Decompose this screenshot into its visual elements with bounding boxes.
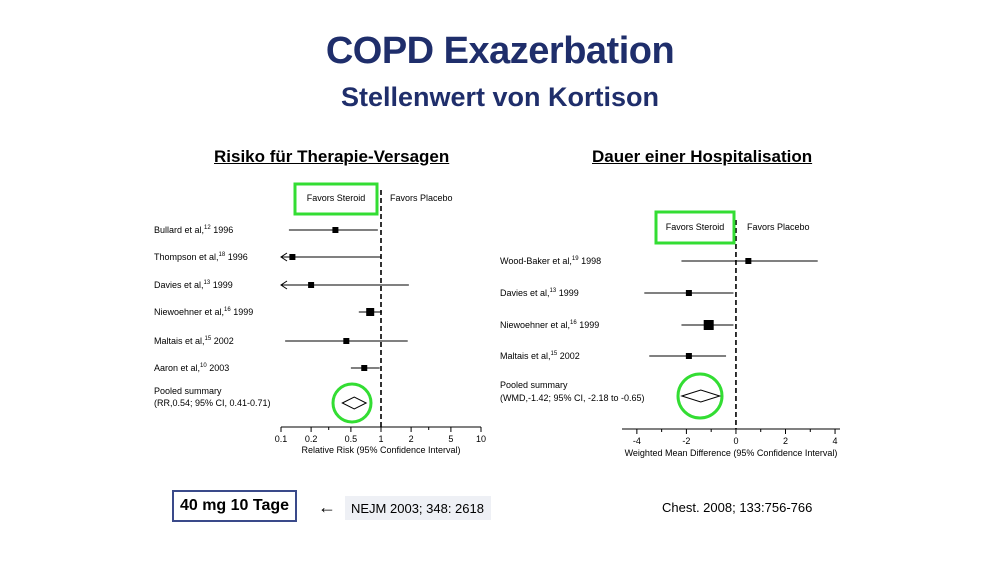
x-tick-label: 0.2 <box>305 434 318 444</box>
chest-reference: Chest. 2008; 133:756-766 <box>662 500 813 515</box>
study-label: Davies et al,13 1999 <box>154 280 233 290</box>
ci-arrow <box>280 252 288 262</box>
point-estimate <box>685 353 692 359</box>
study-year: 1999 <box>231 307 254 317</box>
study-year: 1999 <box>210 280 233 290</box>
study-ref-superscript: 15 <box>551 351 558 357</box>
study-year: 1998 <box>579 256 602 266</box>
x-axis-label: Weighted Mean Difference (95% Confidence… <box>625 448 838 458</box>
pooled-summary-detail: (RR,0.54; 95% CI, 0.41-0.71) <box>154 398 271 408</box>
study-year: 1996 <box>225 252 248 262</box>
x-tick-label: 10 <box>476 434 486 444</box>
x-tick-label: 1 <box>378 434 383 444</box>
study-ref-superscript: 19 <box>572 256 579 262</box>
x-tick-label: -2 <box>682 436 690 446</box>
study-ref-superscript: 15 <box>205 336 212 342</box>
point-estimate <box>361 365 368 371</box>
pooled-highlight-circle <box>676 372 724 420</box>
study-label: Niewoehner et al,16 1999 <box>154 307 253 317</box>
study-label: Maltais et al,15 2002 <box>154 336 234 346</box>
study-year: 1996 <box>211 225 234 235</box>
study-label: Wood-Baker et al,19 1998 <box>500 256 601 266</box>
pooled-summary-label: Pooled summary <box>154 386 222 396</box>
left-panel-title: Risiko für Therapie-Versagen <box>214 147 450 166</box>
study-ref-superscript: 10 <box>200 363 207 369</box>
x-axis-label: Relative Risk (95% Confidence Interval) <box>301 445 460 455</box>
study-label: Bullard et al,12 1996 <box>154 225 233 235</box>
favors-steroid-label: Favors Steroid <box>307 193 366 203</box>
favors-steroid-highlight <box>293 182 379 216</box>
study-year: 2003 <box>207 363 230 373</box>
pooled-summary-detail: (WMD,-1.42; 95% CI, -2.18 to -0.65) <box>500 393 645 403</box>
study-ref-superscript: 13 <box>550 288 557 294</box>
point-estimate <box>703 320 714 330</box>
study-ref-superscript: 13 <box>204 280 211 286</box>
x-tick-label: 0.1 <box>275 434 288 444</box>
pooled-diamond <box>341 396 368 410</box>
favors-placebo-label: Favors Placebo <box>390 193 453 203</box>
study-ref-superscript: 16 <box>570 320 577 326</box>
slide-subtitle: Stellenwert von Kortison <box>340 82 660 112</box>
study-ref-superscript: 16 <box>224 307 231 313</box>
pooled-summary-label: Pooled summary <box>500 380 568 390</box>
dose-box: 40 mg 10 Tage <box>172 490 297 522</box>
study-label: Thompson et al,18 1996 <box>154 252 248 262</box>
study-label: Maltais et al,15 2002 <box>500 351 580 361</box>
x-tick-label: -4 <box>633 436 641 446</box>
x-tick-label: 0 <box>733 436 738 446</box>
favors-steroid-label: Favors Steroid <box>666 222 725 232</box>
x-tick-label: 4 <box>833 436 838 446</box>
favors-steroid-highlight <box>654 210 736 245</box>
x-tick-label: 0.5 <box>345 434 358 444</box>
right-panel-title: Dauer einer Hospitalisation <box>592 147 813 166</box>
slide-title: COPD Exazerbation <box>325 30 675 72</box>
study-label: Aaron et al,10 2003 <box>154 363 229 373</box>
point-estimate <box>289 254 296 260</box>
point-estimate <box>366 308 375 316</box>
study-year: 1999 <box>556 288 579 298</box>
study-label: Niewoehner et al,16 1999 <box>500 320 599 330</box>
point-estimate <box>332 227 339 233</box>
favors-placebo-label: Favors Placebo <box>747 222 810 232</box>
study-ref-superscript: 18 <box>219 252 226 258</box>
study-ref-superscript: 12 <box>204 225 211 231</box>
x-tick-label: 2 <box>409 434 414 444</box>
point-estimate <box>685 290 692 296</box>
study-label: Davies et al,13 1999 <box>500 288 579 298</box>
point-estimate <box>343 338 350 344</box>
pooled-highlight-circle <box>331 382 373 424</box>
nejm-reference: NEJM 2003; 348: 2618 <box>345 496 491 520</box>
ci-arrow <box>280 280 288 290</box>
point-estimate <box>745 258 752 264</box>
study-year: 2002 <box>557 351 580 361</box>
pooled-diamond <box>680 389 722 403</box>
study-year: 2002 <box>211 336 234 346</box>
study-year: 1999 <box>577 320 600 330</box>
x-tick-label: 5 <box>448 434 453 444</box>
x-tick-label: 2 <box>783 436 788 446</box>
arrow-left-icon: ← <box>318 497 336 517</box>
point-estimate <box>308 282 315 288</box>
